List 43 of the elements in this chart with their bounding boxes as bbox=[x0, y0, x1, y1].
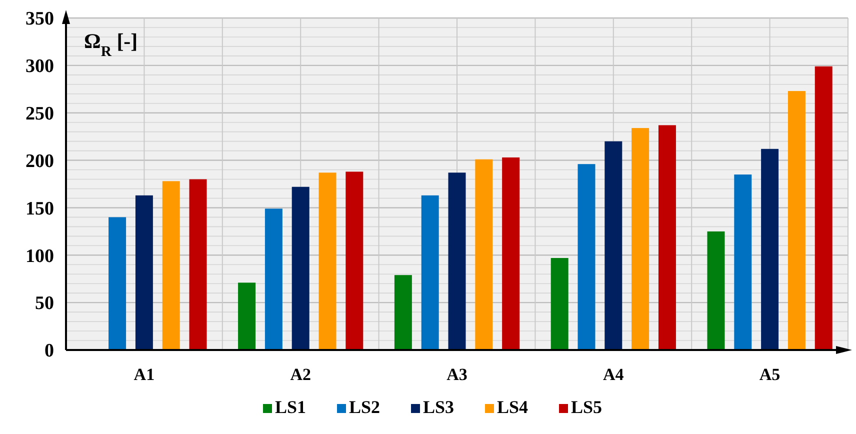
bar bbox=[264, 208, 282, 350]
legend-label: LS3 bbox=[423, 397, 454, 417]
bar bbox=[788, 91, 806, 350]
bar bbox=[135, 195, 153, 350]
bar bbox=[658, 125, 676, 350]
y-tick-label: 200 bbox=[26, 150, 54, 172]
bar bbox=[292, 186, 310, 350]
y-tick-label: 100 bbox=[26, 246, 54, 267]
bar bbox=[318, 172, 336, 350]
bar bbox=[238, 282, 256, 350]
y-tick-label: 350 bbox=[26, 8, 54, 30]
bar bbox=[448, 172, 466, 350]
bar bbox=[108, 217, 126, 350]
bar bbox=[604, 141, 622, 350]
legend-label: LS2 bbox=[349, 397, 380, 417]
bar bbox=[550, 258, 568, 350]
x-tick-label: A2 bbox=[290, 365, 311, 384]
bar bbox=[707, 231, 725, 350]
y-axis-title: Ω$_{R}$ [-] bbox=[84, 29, 138, 60]
y-tick-label: 250 bbox=[26, 104, 54, 125]
bar bbox=[734, 174, 752, 350]
legend-label: LS4 bbox=[497, 397, 528, 417]
bar bbox=[578, 164, 596, 350]
bar bbox=[421, 195, 439, 350]
bar bbox=[162, 181, 180, 350]
y-tick-label: 300 bbox=[26, 56, 54, 78]
y-tick-label: 0 bbox=[44, 340, 54, 362]
bar bbox=[761, 148, 779, 350]
bar bbox=[632, 128, 650, 350]
x-tick-label: A5 bbox=[759, 365, 780, 384]
bar bbox=[394, 275, 412, 350]
bar bbox=[502, 157, 520, 350]
x-tick-label: A1 bbox=[134, 365, 155, 384]
y-tick-label: 50 bbox=[35, 293, 54, 314]
x-tick-label: A4 bbox=[603, 365, 624, 384]
bar bbox=[346, 172, 364, 350]
x-tick-label: A3 bbox=[446, 365, 468, 384]
bar bbox=[475, 159, 493, 350]
y-tick-label: 150 bbox=[26, 198, 54, 220]
legend-label: LS5 bbox=[571, 397, 602, 417]
legend-label: LS1 bbox=[275, 397, 306, 417]
bar bbox=[189, 179, 207, 350]
bar bbox=[814, 66, 832, 350]
